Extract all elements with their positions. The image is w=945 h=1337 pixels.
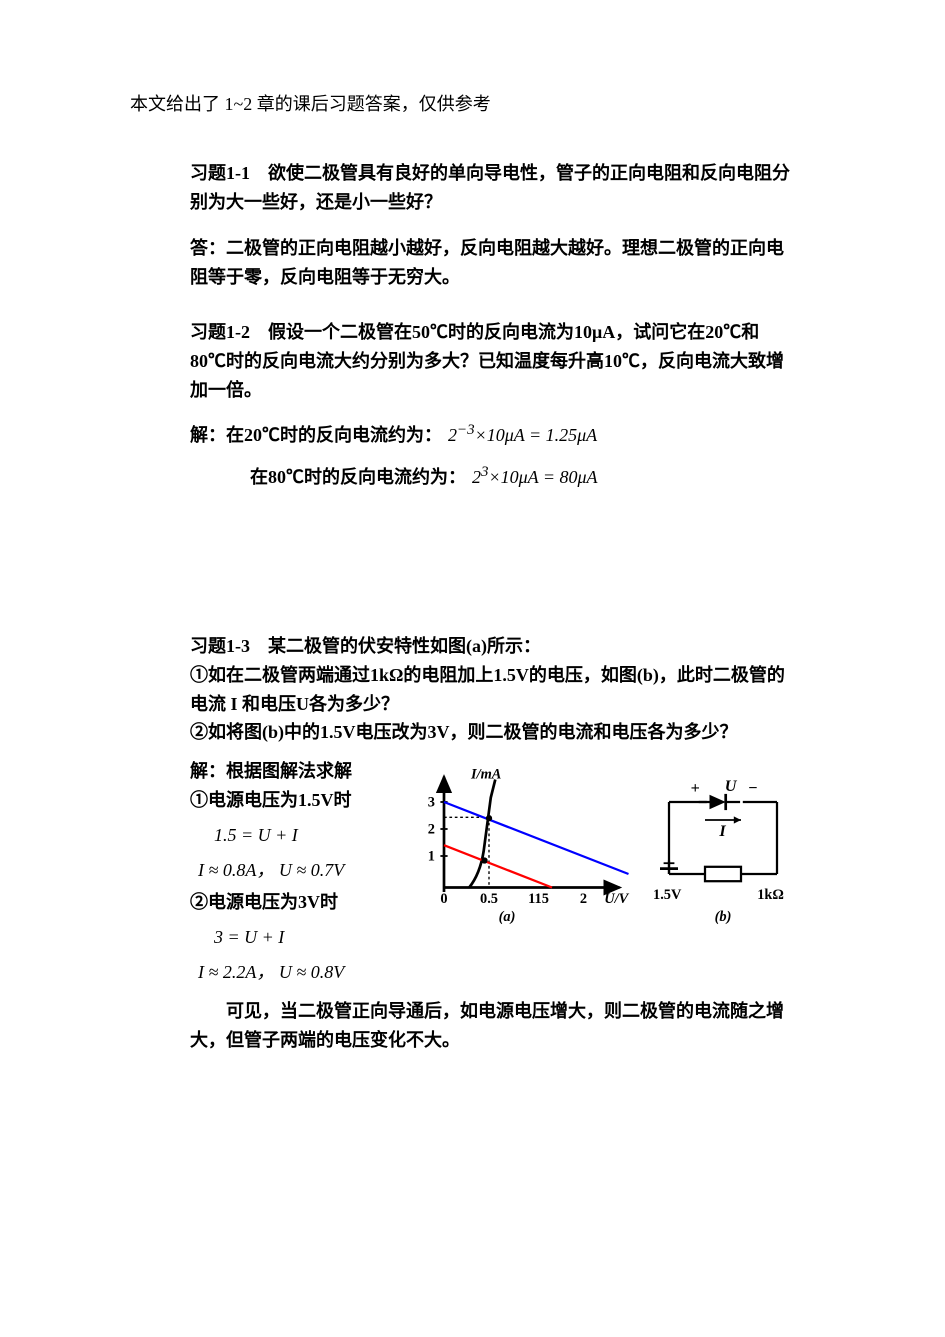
sol-1-2-head: 解：在20℃时的反向电流约为： <box>190 421 442 450</box>
sol-1-3-head: 解：根据图解法求解 <box>190 757 390 786</box>
svg-text:1: 1 <box>428 849 435 865</box>
svg-text:U/V: U/V <box>604 891 629 907</box>
svg-text:(b): (b) <box>715 909 732 925</box>
problem-1-3-q2: ②如将图(b)中的1.5V电压改为3V，则二极管的电流和电压各为多少？ <box>190 718 795 747</box>
circuit-diagram: + − U I 1.5V 1kΩ (b) <box>651 757 795 937</box>
svg-text:0.5: 0.5 <box>480 891 498 907</box>
problem-1-2: 习题1-2 假设一个二极管在50℃时的反向电流为10μA，试问它在20℃和80℃… <box>190 318 795 404</box>
header-note: 本文给出了 1~2 章的课后习题答案，仅供参考 <box>130 90 815 119</box>
svg-text:1kΩ: 1kΩ <box>757 887 784 903</box>
svg-text:I/mA: I/mA <box>470 767 502 783</box>
svg-text:0: 0 <box>440 891 447 907</box>
svg-text:2: 2 <box>428 822 435 838</box>
eq-1-2-b: 23×10μA = 80μA <box>472 460 598 492</box>
problem-1-3-q1: ①如在二极管两端通过1kΩ的电阻加上1.5V的电压，如图(b)，此时二极管的电流… <box>190 661 795 719</box>
svg-text:3: 3 <box>428 795 435 811</box>
svg-text:I: I <box>718 822 726 840</box>
svg-text:−: − <box>748 779 757 797</box>
answer-1-1: 答：二极管的正向电阻越小越好，反向电阻越大越好。理想二极管的正向电阻等于零，反向… <box>190 234 795 292</box>
eq-1-3-1: 1.5 = U + I <box>214 821 390 850</box>
svg-text:U: U <box>725 777 738 795</box>
svg-text:2: 2 <box>580 891 587 907</box>
eq-1-3-2: 3 = U + I <box>214 923 390 952</box>
sol-1-3-case2: ②电源电压为3V时 <box>190 888 390 917</box>
eq-1-3-1r: I ≈ 0.8A， U ≈ 0.7V <box>198 856 390 885</box>
svg-text:115: 115 <box>528 891 549 907</box>
svg-text:+: + <box>691 779 700 797</box>
eq-1-3-2r: I ≈ 2.2A， U ≈ 0.8V <box>198 958 390 987</box>
sol-1-2-head2: 在80℃时的反向电流约为： <box>250 463 466 492</box>
svg-text:(a): (a) <box>499 909 516 925</box>
conclusion-1-3: 可见，当二极管正向导通后，如电源电压增大，则二极管的电流随之增大，但管子两端的电… <box>190 997 795 1055</box>
sol-1-3-case1: ①电源电压为1.5V时 <box>190 786 390 815</box>
svg-text:1.5V: 1.5V <box>653 887 682 903</box>
problem-1-1: 习题1-1 欲使二极管具有良好的单向导电性，管子的正向电阻和反向电阻分别为大一些… <box>190 159 795 217</box>
problem-1-3-title: 习题1-3 某二极管的伏安特性如图(a)所示： <box>190 632 795 661</box>
eq-1-2-a: 2−3×10μA = 1.25μA <box>448 418 597 450</box>
iv-curve-chart: 1 2 3 0 0.5 115 2 <box>408 757 633 937</box>
